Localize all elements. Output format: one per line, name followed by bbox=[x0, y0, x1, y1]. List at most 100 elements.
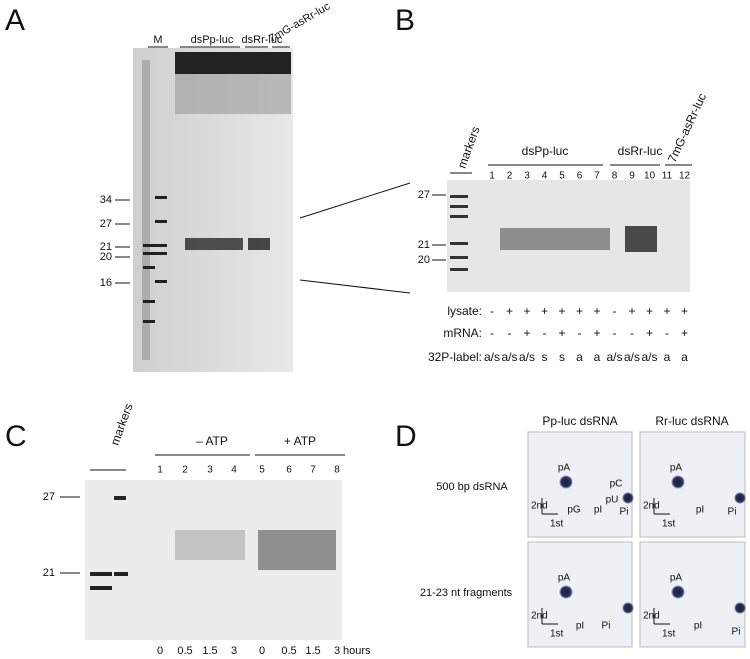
size-marker: 20 bbox=[100, 251, 112, 263]
lysate-flag: + bbox=[663, 304, 670, 318]
lysate-flag: + bbox=[681, 304, 688, 318]
time-label: 0.5 bbox=[281, 645, 296, 657]
axis-label: 2nd bbox=[643, 501, 660, 512]
time-label: 1.5 bbox=[202, 645, 217, 657]
spot bbox=[734, 602, 746, 614]
lane-number: 7 bbox=[310, 465, 316, 476]
mrna-flag: + bbox=[558, 326, 565, 340]
lane-number: 1 bbox=[157, 465, 163, 476]
lane-number: 6 bbox=[577, 171, 583, 182]
spot-label: pA bbox=[558, 573, 571, 584]
row-label: 500 bp dsRNA bbox=[436, 481, 508, 493]
size-marker: 27 bbox=[100, 218, 112, 230]
group-label: + ATP bbox=[284, 434, 316, 448]
lysate-flag: + bbox=[576, 304, 583, 318]
panel-letter: A bbox=[5, 4, 25, 37]
label-type: a bbox=[664, 350, 671, 364]
size-marker: 21 bbox=[43, 567, 55, 579]
lane-number: 10 bbox=[644, 171, 656, 182]
marker-label: markers bbox=[455, 125, 483, 171]
lysate-flag: - bbox=[490, 304, 494, 318]
lane-number: 8 bbox=[334, 465, 340, 476]
label-type: a/s bbox=[501, 350, 517, 364]
lysate-flag: + bbox=[646, 304, 653, 318]
group-label: 7mG-asRr-luc bbox=[665, 91, 709, 165]
lane-number: 2 bbox=[507, 171, 513, 182]
mrna-flag: - bbox=[613, 326, 617, 340]
lane-number: 2 bbox=[182, 465, 188, 476]
label-type: a bbox=[681, 350, 688, 364]
row-label: 32P-label: bbox=[428, 350, 482, 364]
lane-number: 5 bbox=[559, 171, 565, 182]
mrna-flag: - bbox=[543, 326, 547, 340]
panel-letter: C bbox=[5, 420, 27, 453]
label-type: a/s bbox=[641, 350, 657, 364]
lysate-flag: + bbox=[541, 304, 548, 318]
time-label: 1.5 bbox=[305, 645, 320, 657]
group-label: dsPp-luc bbox=[522, 144, 569, 158]
spot bbox=[671, 585, 685, 599]
time-unit: hours bbox=[343, 645, 371, 657]
lysate-flag: + bbox=[506, 304, 513, 318]
axis-label: 2nd bbox=[531, 611, 548, 622]
lane-number: 4 bbox=[231, 465, 237, 476]
size-marker: 16 bbox=[100, 277, 112, 289]
time-label: 3 bbox=[231, 645, 237, 657]
size-marker: 20 bbox=[418, 254, 430, 266]
spot-label: Pi bbox=[732, 627, 741, 638]
time-label: 0 bbox=[157, 645, 163, 657]
group-label: 7mG-asRr-luc bbox=[267, 0, 333, 45]
label-type: a/s bbox=[519, 350, 535, 364]
spot-label: Pi bbox=[602, 621, 611, 632]
axis-label: 1st bbox=[662, 519, 676, 530]
lane-number: 6 bbox=[286, 465, 292, 476]
lane-number: 5 bbox=[259, 465, 265, 476]
row-label: 21-23 nt fragments bbox=[420, 587, 513, 599]
mrna-flag: - bbox=[578, 326, 582, 340]
size-marker: 21 bbox=[100, 241, 112, 253]
spot-label: pG bbox=[567, 505, 581, 516]
lane-number: 11 bbox=[662, 171, 673, 182]
tlc-plates bbox=[527, 431, 746, 648]
gel-b bbox=[447, 180, 690, 292]
spot-label: pI bbox=[696, 505, 704, 516]
lane-number: 9 bbox=[629, 171, 635, 182]
axis-label: 1st bbox=[662, 629, 676, 640]
zoom-line bbox=[299, 182, 411, 219]
lane-number: 12 bbox=[679, 171, 691, 182]
lane-number: 8 bbox=[612, 171, 618, 182]
size-marker: 27 bbox=[43, 491, 55, 503]
lysate-flag: - bbox=[613, 304, 617, 318]
spot bbox=[734, 492, 746, 504]
size-marker: 21 bbox=[418, 239, 430, 251]
time-label: 0.5 bbox=[177, 645, 192, 657]
axis-label: 2nd bbox=[643, 611, 660, 622]
spot-label: pA bbox=[670, 573, 683, 584]
spot bbox=[622, 492, 634, 504]
lane-number: 1 bbox=[489, 171, 495, 182]
spot bbox=[559, 475, 573, 489]
time-label: 0 bbox=[259, 645, 265, 657]
mrna-flag: - bbox=[665, 326, 669, 340]
spot bbox=[559, 585, 573, 599]
row-label: mRNA: bbox=[443, 326, 482, 340]
label-type: s bbox=[559, 350, 565, 364]
time-label: 3 bbox=[334, 645, 340, 657]
panel-letter: D bbox=[395, 420, 417, 453]
mrna-flag: + bbox=[646, 326, 653, 340]
size-marker: 34 bbox=[100, 194, 112, 206]
panel-letter: B bbox=[395, 4, 415, 37]
column-label: Rr-luc dsRNA bbox=[655, 414, 728, 428]
group-label: dsPp-luc bbox=[191, 34, 234, 46]
mrna-flag: - bbox=[490, 326, 494, 340]
group-label: dsRr-luc bbox=[618, 144, 663, 158]
label-type: s bbox=[542, 350, 548, 364]
marker-label: M bbox=[153, 34, 162, 46]
axis-label: 2nd bbox=[531, 501, 548, 512]
row-label: lysate: bbox=[447, 304, 482, 318]
label-type: a/s bbox=[484, 350, 500, 364]
spot-label: pI bbox=[694, 621, 702, 632]
mrna-flag: + bbox=[681, 326, 688, 340]
mrna-flag: - bbox=[630, 326, 634, 340]
mrna-flag: + bbox=[523, 326, 530, 340]
